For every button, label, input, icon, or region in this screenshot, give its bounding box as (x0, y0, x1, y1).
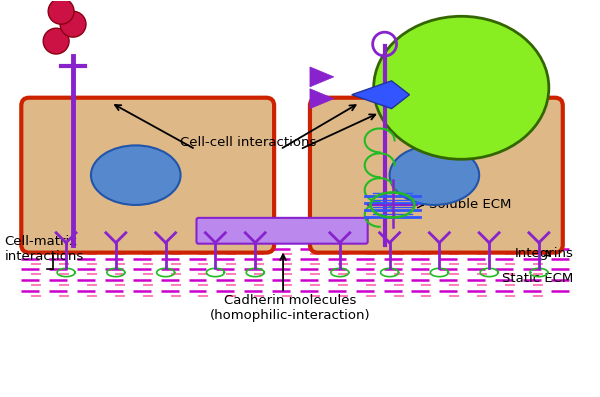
FancyBboxPatch shape (310, 98, 563, 252)
Text: Soluble ECM: Soluble ECM (430, 198, 512, 212)
Circle shape (48, 0, 74, 24)
Polygon shape (310, 67, 334, 87)
FancyBboxPatch shape (21, 98, 274, 252)
Circle shape (60, 12, 86, 37)
Polygon shape (352, 81, 409, 109)
FancyBboxPatch shape (196, 218, 368, 244)
Circle shape (43, 28, 69, 54)
Text: Cell-cell interactions: Cell-cell interactions (180, 136, 316, 149)
Text: Cell-matrix
interactions: Cell-matrix interactions (4, 235, 83, 263)
Text: Static ECM: Static ECM (502, 272, 574, 285)
Polygon shape (310, 89, 334, 109)
Text: Cadherin molecules
(homophilic-interaction): Cadherin molecules (homophilic-interacti… (210, 294, 370, 322)
Ellipse shape (389, 145, 479, 205)
Ellipse shape (91, 145, 181, 205)
Text: Integrins: Integrins (515, 247, 574, 260)
Ellipse shape (374, 16, 549, 159)
